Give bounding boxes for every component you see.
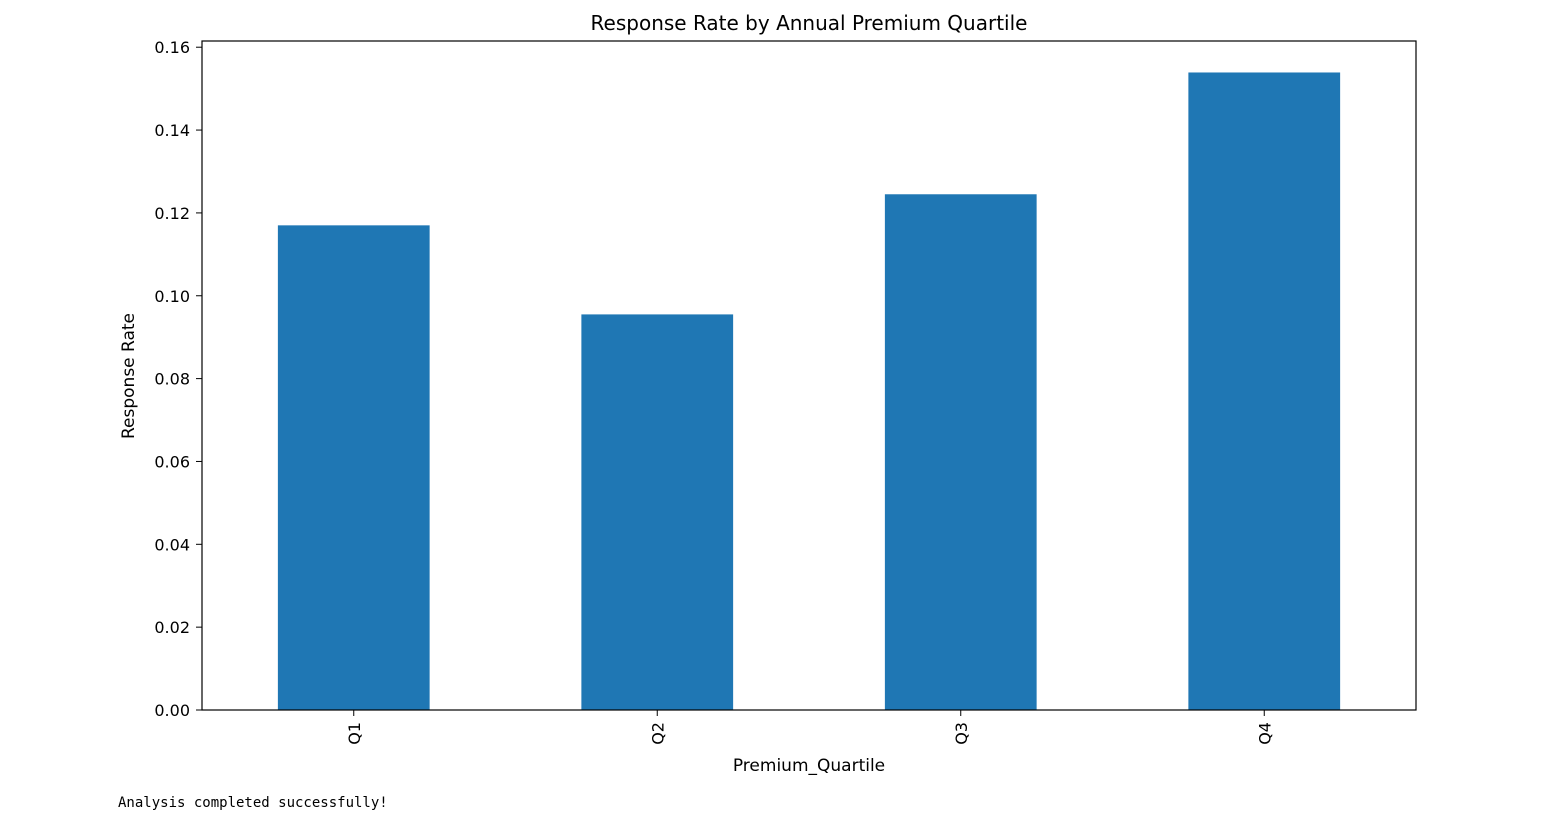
y-tick-label: 0.06 <box>154 452 190 471</box>
x-tick-label: Q1 <box>345 722 364 745</box>
x-tick-label: Q4 <box>1255 722 1274 745</box>
x-tick-label: Q2 <box>648 722 667 745</box>
y-tick-label: 0.02 <box>154 618 190 637</box>
bar-q1 <box>277 225 430 710</box>
chart-title: Response Rate by Annual Premium Quartile <box>591 11 1028 35</box>
y-axis-label: Response Rate <box>119 313 139 439</box>
y-tick-label: 0.08 <box>154 370 190 389</box>
y-tick-label: 0.14 <box>154 121 190 140</box>
x-tick-label: Q3 <box>952 722 971 745</box>
bar-q4 <box>1188 72 1341 711</box>
y-tick-label: 0.10 <box>154 287 190 306</box>
bar-chart: Response Rate by Annual Premium Quartile… <box>119 11 1417 776</box>
y-tick-label: 0.16 <box>154 38 190 57</box>
x-axis: Q1 Q2 Q3 Q4 <box>345 710 1274 745</box>
y-axis: 0.00 0.02 0.04 0.06 0.08 0.10 0.12 0.14 0.16 <box>154 38 202 720</box>
y-tick-label: 0.00 <box>154 701 190 720</box>
y-tick-label: 0.04 <box>154 535 190 554</box>
plot-frame <box>201 40 1417 711</box>
bar-q3 <box>884 194 1037 710</box>
bar-q2 <box>581 314 734 710</box>
x-axis-label: Premium_Quartile <box>733 756 885 776</box>
y-tick-label: 0.12 <box>154 204 190 223</box>
status-message: Analysis completed successfully! <box>118 795 388 811</box>
bars-group <box>277 72 1341 711</box>
